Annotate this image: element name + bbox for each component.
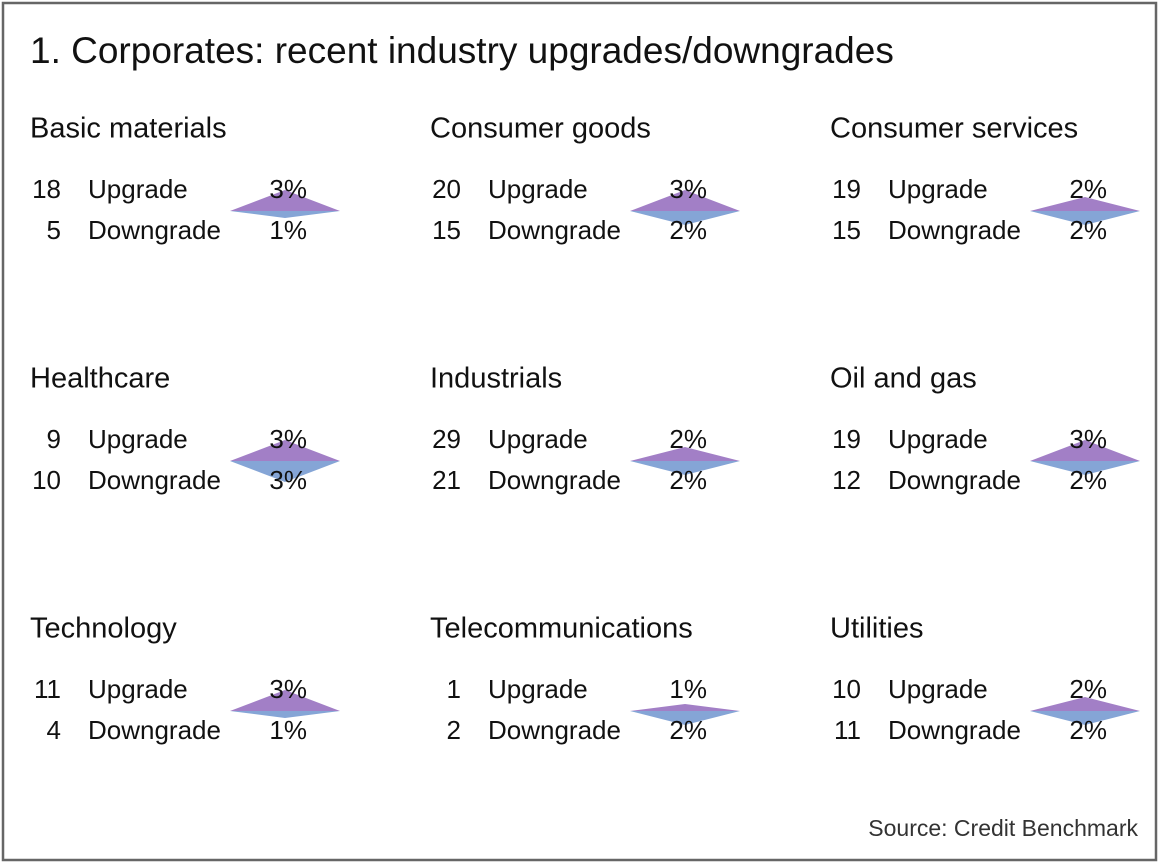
panel-title: Technology — [30, 613, 177, 645]
upgrade-triangle — [230, 440, 340, 461]
count: 12 — [832, 465, 861, 495]
upgrade-triangle — [630, 704, 740, 711]
downgrade-triangle — [1030, 461, 1140, 475]
row-label: Upgrade — [88, 174, 188, 204]
row-label: Upgrade — [888, 424, 988, 454]
count: 4 — [47, 715, 61, 745]
row-label: Upgrade — [488, 174, 588, 204]
panel-title: Consumer goods — [430, 113, 651, 145]
row-label: Downgrade — [88, 465, 221, 495]
upgrade-triangle — [1030, 197, 1140, 211]
downgrade-triangle — [230, 461, 340, 482]
count: 20 — [432, 174, 461, 204]
value-label: 3% — [269, 674, 307, 704]
value-label: 2% — [1069, 674, 1107, 704]
upgrade-triangle — [230, 190, 340, 211]
panel-title: Healthcare — [30, 363, 170, 395]
panel-title: Basic materials — [30, 113, 227, 145]
source: Source: Credit Benchmark — [868, 815, 1138, 841]
count: 9 — [47, 424, 61, 454]
count: 5 — [47, 215, 61, 245]
panel-title: Telecommunications — [430, 613, 693, 645]
row-label: Downgrade — [488, 715, 621, 745]
row-label: Upgrade — [488, 674, 588, 704]
count: 15 — [832, 215, 861, 245]
count: 15 — [432, 215, 461, 245]
row-label: Upgrade — [888, 174, 988, 204]
panel-title: Industrials — [430, 363, 562, 395]
row-label: Upgrade — [888, 674, 988, 704]
row-label: Upgrade — [488, 424, 588, 454]
chart-title: 1. Corporates: recent industry upgrades/… — [30, 30, 894, 71]
value-label: 2% — [669, 424, 707, 454]
count: 11 — [34, 674, 61, 704]
value-label: 2% — [1069, 715, 1107, 745]
downgrade-triangle — [230, 711, 340, 718]
value-label: 1% — [269, 215, 307, 245]
value-label: 3% — [1069, 424, 1107, 454]
value-label: 2% — [669, 715, 707, 745]
value-label: 2% — [669, 215, 707, 245]
count: 18 — [32, 174, 61, 204]
downgrade-triangle — [230, 211, 340, 218]
downgrade-triangle — [630, 711, 740, 725]
downgrade-triangle — [1030, 711, 1140, 725]
upgrade-triangle — [1030, 697, 1140, 711]
row-label: Downgrade — [88, 715, 221, 745]
count: 19 — [832, 174, 861, 204]
count: 10 — [32, 465, 61, 495]
value-label: 2% — [1069, 465, 1107, 495]
count: 19 — [832, 424, 861, 454]
value-label: 1% — [669, 674, 707, 704]
row-label: Downgrade — [88, 215, 221, 245]
count: 2 — [447, 715, 461, 745]
upgrade-triangle — [1030, 440, 1140, 461]
row-label: Downgrade — [888, 215, 1021, 245]
count: 1 — [447, 674, 461, 704]
value-label: 3% — [269, 465, 307, 495]
upgrade-triangle — [630, 190, 740, 211]
panel-title: Oil and gas — [830, 363, 977, 395]
downgrade-triangle — [1030, 211, 1140, 225]
upgrade-triangle — [230, 690, 340, 711]
downgrade-triangle — [630, 461, 740, 475]
value-label: 3% — [669, 174, 707, 204]
value-label: 2% — [669, 465, 707, 495]
panel-title: Utilities — [830, 613, 923, 645]
row-label: Upgrade — [88, 424, 188, 454]
value-label: 3% — [269, 174, 307, 204]
row-label: Downgrade — [488, 465, 621, 495]
count: 11 — [834, 715, 861, 745]
value-label: 1% — [269, 715, 307, 745]
count: 29 — [432, 424, 461, 454]
row-label: Upgrade — [88, 674, 188, 704]
row-label: Downgrade — [888, 465, 1021, 495]
value-label: 3% — [269, 424, 307, 454]
downgrade-triangle — [630, 211, 740, 225]
panel-title: Consumer services — [830, 113, 1078, 145]
row-label: Downgrade — [888, 715, 1021, 745]
row-label: Downgrade — [488, 215, 621, 245]
value-label: 2% — [1069, 215, 1107, 245]
upgrade-triangle — [630, 447, 740, 461]
count: 21 — [432, 465, 461, 495]
count: 10 — [832, 674, 861, 704]
value-label: 2% — [1069, 174, 1107, 204]
